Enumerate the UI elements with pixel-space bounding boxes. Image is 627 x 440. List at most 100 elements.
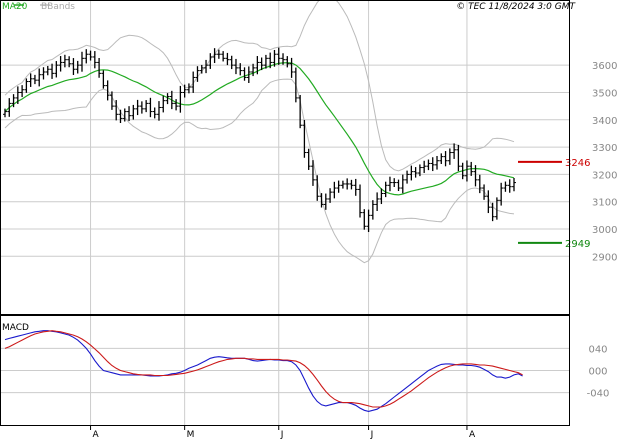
ohlc-bar <box>84 49 89 64</box>
ohlc-bar <box>204 59 209 74</box>
ohlc-bar <box>345 178 350 190</box>
ohlc-bar <box>400 174 405 194</box>
ohlc-bar <box>310 160 315 186</box>
month-tick-label: J <box>280 430 284 440</box>
macd-tick-label: -040 <box>587 389 610 400</box>
ohlc-bar <box>435 155 440 170</box>
ohlc-bar <box>328 188 333 203</box>
ohlc-bar <box>507 179 512 193</box>
ohlc-bar <box>422 160 427 173</box>
ohlc-bar <box>45 65 50 76</box>
price-tick-label: 2900 <box>592 252 617 263</box>
ohlc-bar <box>105 80 110 101</box>
ohlc-bar <box>88 50 93 61</box>
macd-panel-label: MACD <box>2 323 29 333</box>
ohlc-bar <box>118 109 123 123</box>
macd-line <box>4 330 523 412</box>
ohlc-bar <box>340 180 345 189</box>
ohlc-bar <box>50 63 55 79</box>
price-tick-label: 3100 <box>592 198 617 209</box>
ohlc-bar <box>482 184 487 200</box>
bollinger-bands <box>4 0 515 264</box>
ohlc-bar <box>387 176 392 192</box>
ohlc-bar <box>101 70 106 89</box>
ohlc-bar <box>229 55 234 70</box>
ohlc-bar <box>452 143 457 159</box>
ma-legend-label: MA20 <box>2 2 28 12</box>
ohlc-bar <box>135 99 140 116</box>
signal-line <box>4 330 523 408</box>
ohlc-bar <box>430 157 435 172</box>
ohlc-bar <box>169 90 174 110</box>
ohlc-bar <box>127 106 132 122</box>
ohlc-bar <box>319 193 324 208</box>
ohlc-bar <box>62 54 67 68</box>
price-tick-label: 3500 <box>592 88 617 99</box>
ohlc-bar <box>499 182 504 206</box>
ohlc-bar <box>336 180 341 193</box>
macd-y-axis: 040 000 -040 <box>587 344 610 399</box>
ohlc-bar <box>165 93 170 105</box>
price-y-axis: 3600 3500 3400 3300 3200 3100 3000 2900 <box>592 61 617 263</box>
ohlc-bar <box>413 167 418 178</box>
upper-band-line <box>4 0 515 172</box>
macd-tick-label: 040 <box>588 344 607 355</box>
price-tick-label: 3600 <box>592 61 617 72</box>
ohlc-bar <box>37 68 42 87</box>
ohlc-bar <box>32 74 37 85</box>
ohlc-bar <box>272 49 277 67</box>
ohlc-bar <box>379 188 384 205</box>
ohlc-bar <box>447 148 452 165</box>
ohlc-bar <box>139 101 144 114</box>
ohlc-bar <box>473 165 478 187</box>
month-tick-label: J <box>370 430 374 440</box>
ohlc-bar <box>152 107 157 119</box>
ohlc-bar <box>212 48 217 64</box>
ohlc-bar <box>443 151 448 167</box>
macd-grid <box>1 347 569 394</box>
ohlc-bar <box>20 85 25 98</box>
ohlc-bar <box>285 56 290 68</box>
ohlc-bar <box>370 200 375 220</box>
ohlc-bar <box>276 47 281 65</box>
ohlc-bar <box>161 95 166 113</box>
lower-band-line <box>4 78 515 264</box>
ohlc-bar <box>54 61 59 78</box>
ohlc-bar <box>122 108 127 122</box>
ohlc-bar <box>323 193 328 210</box>
ohlc-bar <box>208 53 213 69</box>
ohlc-bar <box>405 170 410 184</box>
ohlc-bar <box>191 71 196 93</box>
ohlc-bar <box>186 83 191 94</box>
ohlc-bar <box>383 181 388 198</box>
ohlc-bar <box>409 165 414 181</box>
ohlc-bar <box>11 94 16 108</box>
ohlc-bar <box>199 64 204 74</box>
ohlc-bar <box>92 51 97 69</box>
ohlc-bar <box>251 63 256 77</box>
ohlc-bar <box>195 66 200 82</box>
ma20-line <box>4 62 515 196</box>
ohlc-bar <box>24 78 29 93</box>
copyright-label: © TEC 11/8/2024 3:0 GMT <box>456 2 576 12</box>
month-tick-label: A <box>469 430 476 440</box>
ohlc-bar <box>426 159 431 171</box>
ohlc-bar <box>362 209 367 230</box>
ohlc-bar <box>375 192 380 211</box>
ohlc-bar <box>392 178 397 188</box>
ohlc-bar <box>7 98 12 117</box>
price-levels: 3246 2949 <box>518 158 590 250</box>
month-tick-label: M <box>187 430 195 440</box>
ohlc-bar <box>439 153 444 165</box>
ohlc-bar <box>315 175 320 201</box>
ohlc-bar <box>156 101 161 121</box>
ohlc-bar <box>486 190 491 214</box>
ohlc-bar <box>460 162 465 180</box>
ohlc-bar <box>417 164 422 177</box>
ohlc-bar <box>131 104 136 120</box>
ohlc-bar <box>238 63 243 76</box>
ohlc-bar <box>477 174 482 194</box>
macd-tick-label: 000 <box>588 367 607 378</box>
ohlc-bar <box>353 178 358 196</box>
